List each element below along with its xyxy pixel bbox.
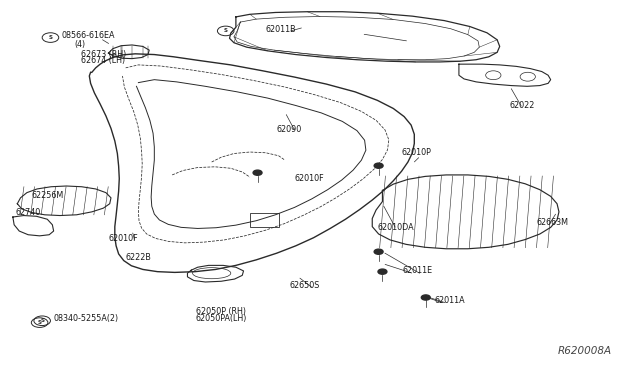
Text: R620008A: R620008A xyxy=(557,346,611,356)
Text: S: S xyxy=(49,35,52,40)
Text: 62674 (LH): 62674 (LH) xyxy=(81,56,125,65)
Text: 62650S: 62650S xyxy=(289,281,320,290)
Text: 62011A: 62011A xyxy=(435,296,465,305)
Text: 08566-616EA: 08566-616EA xyxy=(62,31,115,40)
Text: 62010P: 62010P xyxy=(401,148,431,157)
Text: S: S xyxy=(40,318,44,323)
Text: 6222B: 6222B xyxy=(125,253,152,262)
Text: 62010DA: 62010DA xyxy=(378,223,414,232)
Text: 62022: 62022 xyxy=(510,101,535,110)
Text: S: S xyxy=(224,28,228,33)
Text: 62011B: 62011B xyxy=(266,25,296,34)
Circle shape xyxy=(374,249,383,254)
Circle shape xyxy=(378,269,387,274)
Text: 08340-5255A(2): 08340-5255A(2) xyxy=(54,314,119,323)
Text: 62011E: 62011E xyxy=(403,266,433,275)
Text: 62010F: 62010F xyxy=(294,174,324,183)
Circle shape xyxy=(253,170,262,175)
Text: 62090: 62090 xyxy=(276,125,302,134)
Text: 62256M: 62256M xyxy=(32,191,64,200)
Text: (4): (4) xyxy=(75,40,86,49)
Circle shape xyxy=(421,295,430,300)
Text: 62740: 62740 xyxy=(15,208,41,217)
Text: S: S xyxy=(38,320,42,325)
Text: 62050PA(LH): 62050PA(LH) xyxy=(196,314,247,323)
Text: 62673 (RH): 62673 (RH) xyxy=(81,49,126,59)
Text: 62050P (RH): 62050P (RH) xyxy=(196,307,246,316)
Text: 62663M: 62663M xyxy=(537,218,569,227)
Circle shape xyxy=(374,163,383,168)
Text: 62010F: 62010F xyxy=(108,234,138,243)
